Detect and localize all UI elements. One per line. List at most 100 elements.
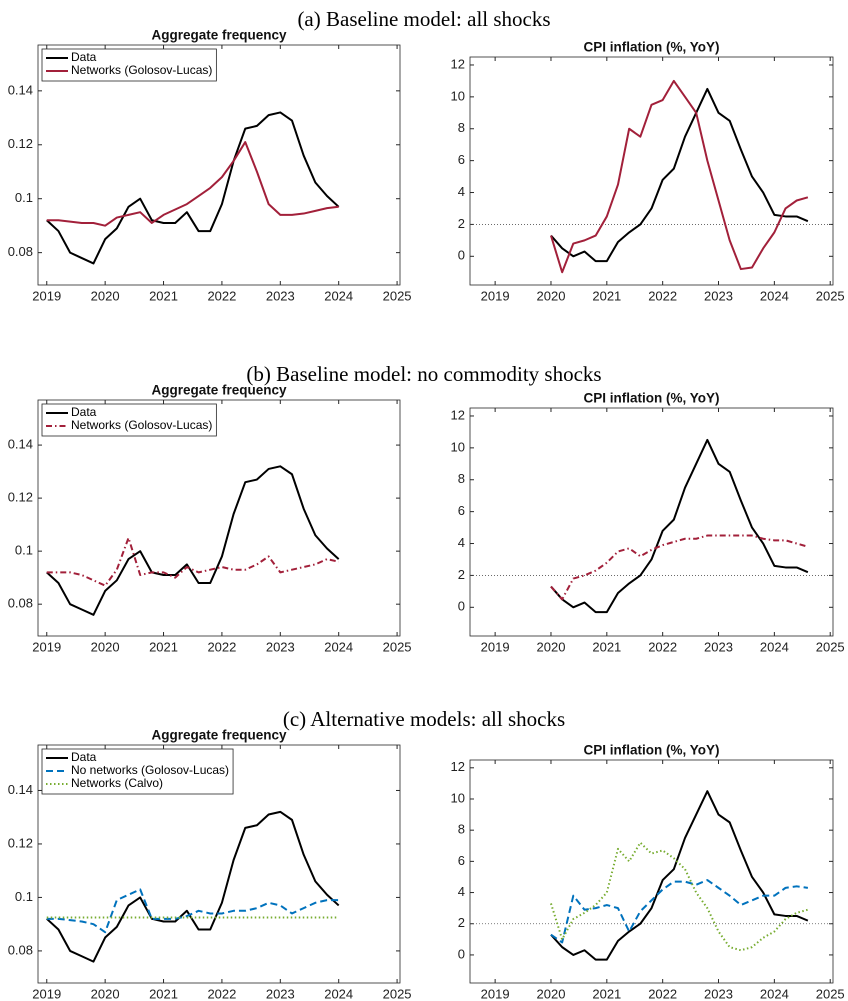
axes-box (469, 56, 834, 286)
x-tick-label: 2020 (537, 639, 566, 654)
series-line (46, 111, 340, 265)
y-tick-label: 0 (458, 248, 465, 263)
y-tick-label: 6 (458, 503, 465, 518)
series-line (46, 536, 339, 587)
x-tick-label: 2025 (383, 288, 412, 303)
x-tick-label: 2023 (266, 639, 295, 654)
x-tick-label: 2025 (816, 986, 845, 1001)
x-tick-label: 2023 (266, 986, 295, 1001)
plot-area (470, 408, 833, 636)
series-line (550, 438, 809, 614)
series-line (550, 879, 809, 944)
plot: Aggregate frequency 2019 2020 2021 2022 2023 2… (8, 728, 412, 1001)
x-tick-label: 2024 (324, 288, 353, 303)
chart-title: Aggregate frequency (151, 28, 287, 43)
x-tick-label: 2025 (383, 639, 412, 654)
x-tick-label: 2021 (592, 639, 621, 654)
legend-label: No networks (Golosov-Lucas) (71, 763, 229, 777)
legend-label: Data (71, 50, 97, 64)
series-line (550, 534, 809, 601)
plot-area (470, 57, 833, 285)
section-heading: (c) Alternative models: all shocks (283, 707, 565, 731)
y-tick-label: 8 (458, 822, 465, 837)
y-tick-label: 4 (458, 184, 465, 199)
plot: Aggregate frequency 2019 2020 2021 2022 2023 2… (8, 28, 412, 304)
y-tick-label: 4 (458, 884, 465, 899)
y-tick-label: 10 (451, 88, 465, 103)
x-tick-label: 2023 (704, 639, 733, 654)
legend-label: Networks (Golosov-Lucas) (71, 418, 212, 432)
axes-box (37, 744, 401, 984)
x-tick-label: 2022 (648, 986, 677, 1001)
x-tick-label: 2025 (383, 986, 412, 1001)
y-tick-label: 0.1 (15, 543, 33, 558)
y-tick-label: 12 (451, 56, 465, 71)
y-tick-label: 8 (458, 471, 465, 486)
legend-label: Networks (Golosov-Lucas) (71, 63, 212, 77)
y-tick-label: 0.14 (8, 82, 33, 97)
y-tick-label: 0.08 (8, 942, 33, 957)
x-tick-label: 2025 (816, 288, 845, 303)
x-tick-label: 2024 (760, 639, 789, 654)
x-tick-label: 2022 (207, 639, 236, 654)
x-tick-label: 2020 (537, 986, 566, 1001)
x-tick-label: 2022 (648, 639, 677, 654)
y-tick-label: 2 (458, 567, 465, 582)
y-tick-label: 2 (458, 216, 465, 231)
x-tick-label: 2019 (481, 639, 510, 654)
axes-box (469, 407, 834, 637)
legend-label: Data (71, 750, 97, 764)
y-tick-label: 0 (458, 946, 465, 961)
chart-title: CPI inflation (%, YoY) (583, 391, 719, 406)
x-tick-label: 2023 (266, 288, 295, 303)
plot: Aggregate frequency 2019 2020 2021 2022 2023 2… (8, 383, 412, 655)
plot: CPI inflation (%, YoY)2019 2020 2021 2022 20… (451, 743, 845, 1001)
series-line (550, 841, 809, 952)
plot-area (38, 45, 400, 285)
section-heading: (a) Baseline model: all shocks (297, 7, 550, 31)
x-tick-label: 2021 (149, 986, 178, 1001)
x-tick-label: 2025 (816, 639, 845, 654)
chart-title: Aggregate frequency (151, 728, 287, 743)
y-tick-label: 0.12 (8, 835, 33, 850)
y-tick-label: 10 (451, 790, 465, 805)
series-line (46, 465, 340, 616)
x-tick-label: 2024 (324, 986, 353, 1001)
x-tick-label: 2021 (149, 288, 178, 303)
legend-box (41, 48, 217, 82)
chart-title: CPI inflation (%, YoY) (583, 40, 719, 55)
y-tick-label: 0.14 (8, 437, 33, 452)
x-tick-label: 2019 (32, 639, 61, 654)
x-tick-label: 2019 (32, 288, 61, 303)
y-tick-label: 0.1 (15, 889, 33, 904)
axes-box (37, 44, 401, 286)
y-tick-label: 0.08 (8, 596, 33, 611)
y-tick-label: 0 (458, 599, 465, 614)
legend-box (41, 403, 217, 437)
y-tick-label: 0.14 (8, 782, 33, 797)
x-tick-label: 2020 (91, 986, 120, 1001)
plot-area (38, 400, 400, 636)
x-tick-label: 2021 (149, 639, 178, 654)
y-tick-label: 0.12 (8, 490, 33, 505)
x-tick-label: 2019 (32, 986, 61, 1001)
y-tick-label: 8 (458, 120, 465, 135)
chart-title: CPI inflation (%, YoY) (583, 743, 719, 758)
x-tick-label: 2023 (704, 288, 733, 303)
x-tick-label: 2022 (207, 986, 236, 1001)
legend-label: Networks (Calvo) (71, 776, 163, 790)
y-tick-label: 6 (458, 152, 465, 167)
plot: CPI inflation (%, YoY)2019 2020 2021 2022 20… (451, 391, 845, 655)
series-line (46, 141, 339, 227)
legend-box (41, 748, 234, 795)
y-tick-label: 6 (458, 853, 465, 868)
x-tick-label: 2024 (760, 288, 789, 303)
x-tick-label: 2022 (207, 288, 236, 303)
x-tick-label: 2021 (592, 288, 621, 303)
series-line (550, 87, 809, 263)
x-tick-label: 2020 (91, 288, 120, 303)
y-tick-label: 2 (458, 915, 465, 930)
y-tick-label: 12 (451, 759, 465, 774)
x-tick-label: 2020 (91, 639, 120, 654)
